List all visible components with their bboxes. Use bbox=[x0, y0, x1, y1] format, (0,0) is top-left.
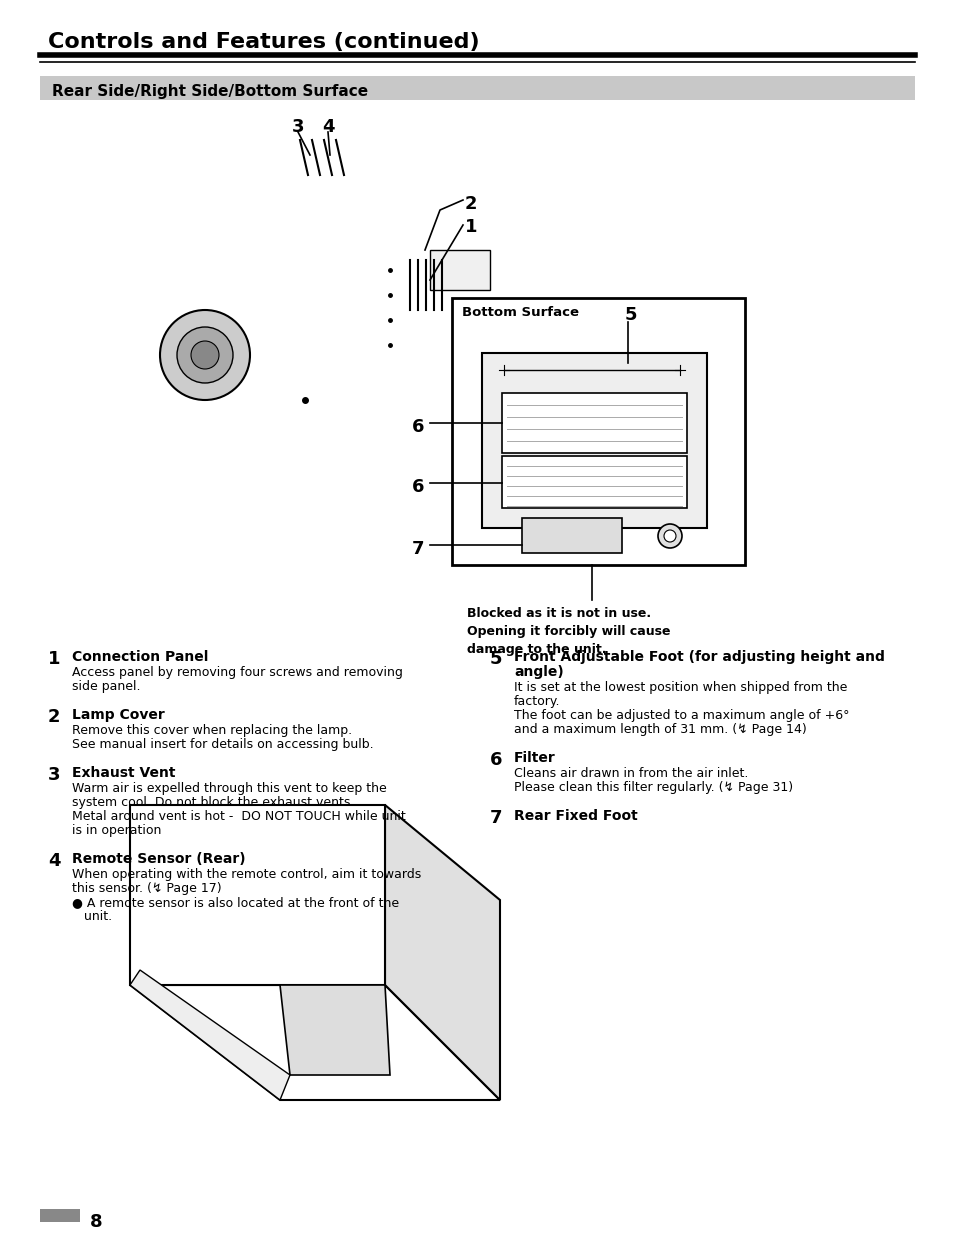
Text: 3: 3 bbox=[292, 119, 304, 136]
Text: 3: 3 bbox=[48, 766, 60, 784]
Text: Please clean this filter regularly. (↯ Page 31): Please clean this filter regularly. (↯ P… bbox=[514, 781, 792, 794]
Text: Warm air is expelled through this vent to keep the: Warm air is expelled through this vent t… bbox=[71, 782, 386, 795]
Text: 5: 5 bbox=[490, 650, 502, 668]
Circle shape bbox=[488, 354, 519, 387]
Text: 7: 7 bbox=[490, 809, 502, 827]
Text: is in operation: is in operation bbox=[71, 824, 161, 837]
Text: Cleans air drawn in from the air inlet.: Cleans air drawn in from the air inlet. bbox=[514, 767, 747, 781]
Bar bbox=[501, 393, 686, 453]
Text: Remote Sensor (Rear): Remote Sensor (Rear) bbox=[71, 852, 245, 866]
Text: unit.: unit. bbox=[71, 910, 112, 923]
Bar bbox=[481, 353, 706, 529]
Text: 6: 6 bbox=[490, 751, 502, 769]
Text: factory.: factory. bbox=[514, 695, 560, 708]
Text: 1: 1 bbox=[48, 650, 60, 668]
Text: Rear Fixed Foot: Rear Fixed Foot bbox=[514, 809, 638, 823]
Text: 4: 4 bbox=[48, 852, 60, 869]
Circle shape bbox=[160, 310, 250, 400]
Text: and a maximum length of 31 mm. (↯ Page 14): and a maximum length of 31 mm. (↯ Page 1… bbox=[514, 722, 806, 736]
Text: Metal around vent is hot -  DO NOT TOUCH while unit: Metal around vent is hot - DO NOT TOUCH … bbox=[71, 810, 405, 823]
Text: damage to the unit.: damage to the unit. bbox=[467, 643, 606, 656]
Circle shape bbox=[177, 327, 233, 383]
Text: Opening it forcibly will cause: Opening it forcibly will cause bbox=[467, 625, 670, 638]
Text: 2: 2 bbox=[464, 195, 477, 212]
Bar bbox=[40, 1209, 80, 1221]
Circle shape bbox=[495, 361, 513, 379]
Circle shape bbox=[191, 341, 219, 369]
Text: Controls and Features (continued): Controls and Features (continued) bbox=[48, 32, 479, 52]
Bar bbox=[501, 456, 686, 508]
Text: Access panel by removing four screws and removing: Access panel by removing four screws and… bbox=[71, 666, 402, 679]
Text: See manual insert for details on accessing bulb.: See manual insert for details on accessi… bbox=[71, 739, 374, 751]
Text: 5: 5 bbox=[624, 306, 637, 324]
Text: Remove this cover when replacing the lamp.: Remove this cover when replacing the lam… bbox=[71, 724, 352, 737]
Text: Connection Panel: Connection Panel bbox=[71, 650, 208, 664]
Bar bbox=[521, 517, 621, 553]
Text: Lamp Cover: Lamp Cover bbox=[71, 708, 165, 722]
Text: ● A remote sensor is also located at the front of the: ● A remote sensor is also located at the… bbox=[71, 897, 398, 909]
Text: system cool. Do not block the exhaust vents.: system cool. Do not block the exhaust ve… bbox=[71, 797, 354, 809]
Text: Exhaust Vent: Exhaust Vent bbox=[71, 766, 175, 781]
Text: angle): angle) bbox=[514, 664, 563, 679]
Text: It is set at the lowest position when shipped from the: It is set at the lowest position when sh… bbox=[514, 680, 846, 694]
Text: Rear Side/Right Side/Bottom Surface: Rear Side/Right Side/Bottom Surface bbox=[52, 84, 368, 99]
Text: this sensor. (↯ Page 17): this sensor. (↯ Page 17) bbox=[71, 882, 221, 895]
Circle shape bbox=[670, 361, 688, 379]
Text: Blocked as it is not in use.: Blocked as it is not in use. bbox=[467, 606, 651, 620]
Text: 8: 8 bbox=[90, 1213, 103, 1231]
Text: 4: 4 bbox=[321, 119, 334, 136]
Polygon shape bbox=[130, 805, 385, 986]
Text: 1: 1 bbox=[464, 219, 477, 236]
Text: side panel.: side panel. bbox=[71, 680, 140, 693]
Text: When operating with the remote control, aim it towards: When operating with the remote control, … bbox=[71, 868, 421, 881]
Circle shape bbox=[663, 354, 696, 387]
Circle shape bbox=[663, 530, 676, 542]
Text: 6: 6 bbox=[412, 478, 424, 496]
Bar bbox=[430, 249, 490, 290]
Bar bbox=[452, 298, 744, 564]
Text: The foot can be adjusted to a maximum angle of +6°: The foot can be adjusted to a maximum an… bbox=[514, 709, 848, 722]
Text: Front Adjustable Foot (for adjusting height and: Front Adjustable Foot (for adjusting hei… bbox=[514, 650, 884, 664]
Polygon shape bbox=[130, 969, 290, 1100]
Polygon shape bbox=[385, 805, 499, 1100]
Circle shape bbox=[658, 524, 681, 548]
Text: 6: 6 bbox=[412, 417, 424, 436]
Text: Filter: Filter bbox=[514, 751, 556, 764]
Text: 7: 7 bbox=[412, 540, 424, 558]
Bar bbox=[40, 77, 914, 100]
Polygon shape bbox=[280, 986, 390, 1074]
Text: Bottom Surface: Bottom Surface bbox=[461, 306, 578, 319]
Text: 2: 2 bbox=[48, 708, 60, 726]
Polygon shape bbox=[130, 986, 499, 1100]
